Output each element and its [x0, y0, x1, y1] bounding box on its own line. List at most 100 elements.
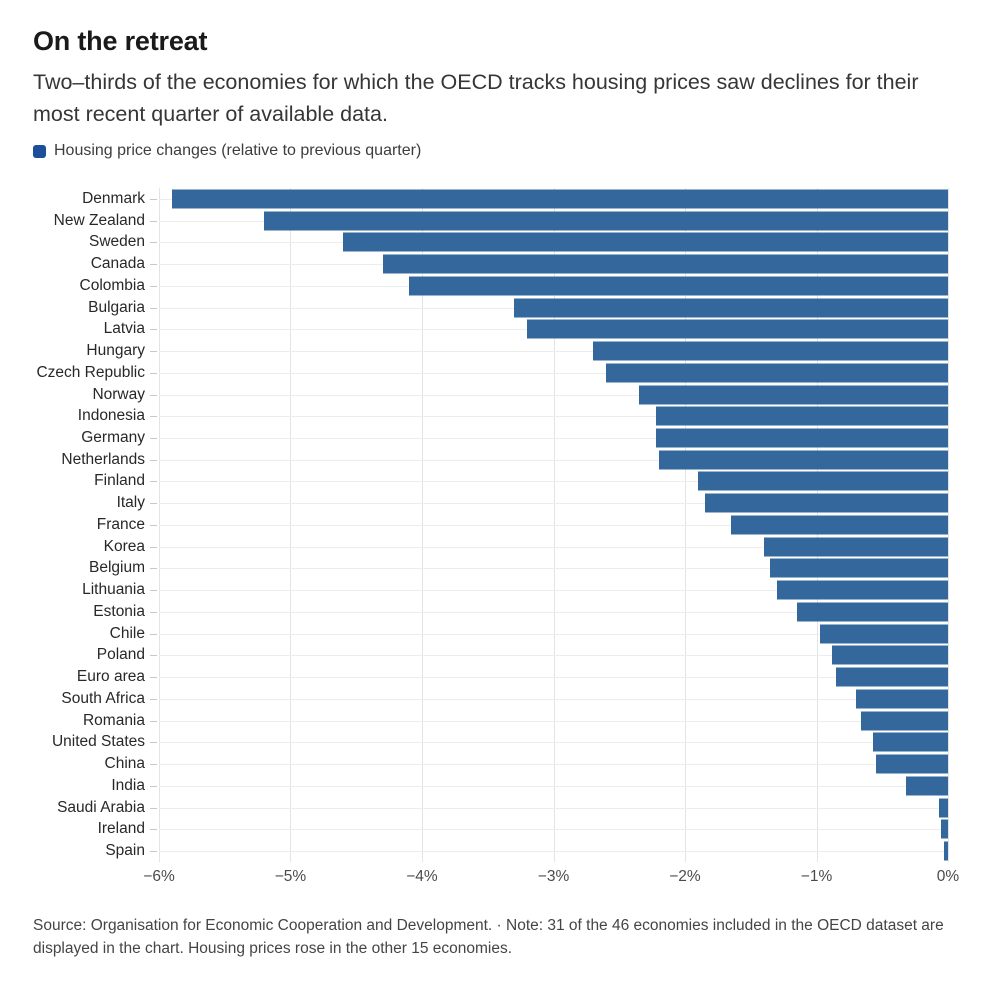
category-label: Ireland: [97, 820, 145, 838]
bar: [855, 689, 948, 709]
x-tick-label: −5%: [274, 868, 307, 885]
category-label: Lithuania: [82, 581, 145, 599]
category-label: Spain: [105, 842, 145, 860]
bar: [382, 254, 948, 274]
row-gridline: [159, 677, 948, 679]
category-label: South Africa: [61, 689, 145, 707]
vertical-gridline: [948, 188, 949, 862]
bar: [592, 341, 948, 361]
category-label: Denmark: [82, 189, 145, 207]
bar: [658, 450, 948, 470]
category-label: Indonesia: [77, 407, 145, 425]
row-tick: [150, 611, 157, 613]
category-label: Euro area: [76, 668, 145, 686]
row-tick: [150, 546, 157, 548]
row-tick: [150, 851, 157, 853]
row-tick: [150, 524, 157, 526]
category-label: Netherlands: [61, 450, 145, 468]
category-label: Saudi Arabia: [57, 798, 145, 816]
category-label: Latvia: [103, 320, 145, 338]
row-tick: [150, 503, 157, 505]
row-gridline: [159, 590, 948, 592]
row-tick: [150, 437, 157, 439]
bar-row: Chile: [33, 623, 948, 645]
category-label: Sweden: [88, 233, 145, 251]
bar: [606, 363, 948, 383]
bar: [698, 471, 948, 491]
x-axis: −6% −5% −4% −3% −2% −1% 0%: [143, 868, 959, 888]
row-gridline: [159, 437, 948, 439]
x-tick-label: −1%: [800, 868, 833, 885]
row-tick: [150, 764, 157, 766]
row-gridline: [159, 524, 948, 526]
category-label: New Zealand: [53, 211, 145, 229]
chart-subtitle: Two–thirds of the economies for which th…: [33, 70, 919, 127]
bar: [264, 211, 948, 231]
row-tick: [150, 829, 157, 831]
bar-row: Denmark: [33, 188, 948, 210]
x-tick-label: 0%: [936, 868, 960, 885]
row-gridline: [159, 851, 948, 853]
bar-row: Czech Republic: [33, 362, 948, 384]
bar-row: Canada: [33, 253, 948, 275]
category-label: Canada: [90, 255, 145, 273]
bar: [731, 515, 948, 535]
bar-row: Germany: [33, 427, 948, 449]
row-tick: [150, 264, 157, 266]
row-gridline: [159, 633, 948, 635]
page-title: On the retreat: [33, 26, 208, 56]
row-tick: [150, 720, 157, 722]
bar-row: Indonesia: [33, 405, 948, 427]
row-gridline: [159, 829, 948, 831]
row-tick: [150, 329, 157, 331]
bar-row: Hungary: [33, 340, 948, 362]
bar-row: South Africa: [33, 688, 948, 710]
x-tick-label: −4%: [406, 868, 438, 885]
category-label: Czech Republic: [36, 363, 145, 381]
row-tick: [150, 590, 157, 592]
bar-row: Italy: [33, 492, 948, 514]
chart-legend: Housing price changes (relative to previ…: [33, 142, 421, 160]
row-tick: [150, 459, 157, 461]
bar: [796, 602, 948, 622]
bar: [873, 732, 948, 752]
row-tick: [150, 698, 157, 700]
row-gridline: [159, 807, 948, 809]
row-tick: [150, 742, 157, 744]
row-tick: [150, 372, 157, 374]
legend-swatch-icon: [33, 144, 46, 158]
bar-row: Saudi Arabia: [33, 797, 948, 819]
category-label: Italy: [116, 494, 145, 512]
legend-label: Housing price changes (relative to previ…: [54, 142, 422, 159]
bar-row: Spain: [33, 840, 948, 862]
category-label: Poland: [96, 646, 145, 664]
bar: [763, 537, 948, 557]
bar-row: Netherlands: [33, 449, 948, 471]
bar: [770, 558, 948, 578]
category-label: Bulgaria: [88, 298, 145, 316]
bar-row: India: [33, 775, 948, 797]
bar: [172, 189, 948, 209]
bar-row: Finland: [33, 471, 948, 493]
row-tick: [150, 198, 157, 200]
row-tick: [150, 394, 157, 396]
category-label: Hungary: [86, 342, 145, 360]
bar: [777, 580, 948, 600]
row-tick: [150, 677, 157, 679]
bar-row: Korea: [33, 536, 948, 558]
category-label: Korea: [103, 537, 145, 555]
category-label: United States: [51, 733, 145, 751]
bar-row: France: [33, 514, 948, 536]
bar: [408, 276, 948, 296]
x-tick-label: −2%: [669, 868, 701, 885]
row-gridline: [159, 394, 948, 396]
row-tick: [150, 785, 157, 787]
row-tick: [150, 307, 157, 309]
category-label: Colombia: [79, 276, 145, 294]
bar-row: Poland: [33, 645, 948, 667]
row-gridline: [159, 481, 948, 483]
bar-row: Estonia: [33, 601, 948, 623]
category-label: India: [111, 776, 145, 794]
row-gridline: [159, 785, 948, 787]
